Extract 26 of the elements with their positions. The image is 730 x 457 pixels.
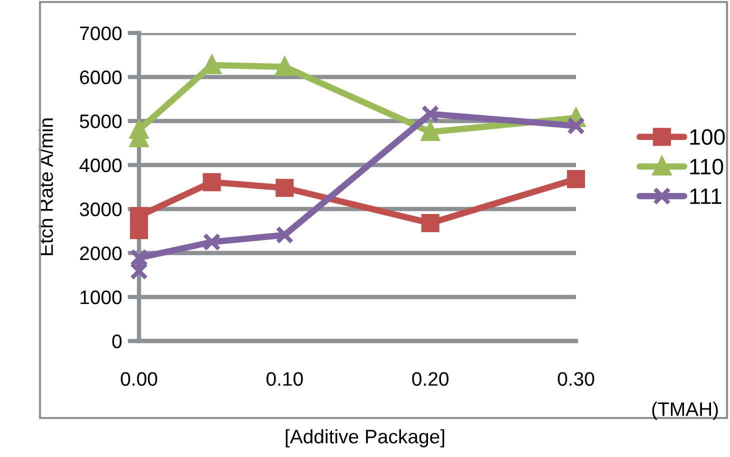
x-tick-label: 0.30 [558, 372, 594, 386]
legend-label: 110 [690, 158, 724, 174]
point [276, 178, 294, 197]
legend-label: 111 [690, 188, 722, 204]
y-tick-label: 0 [112, 334, 122, 348]
text: (TMAH) [652, 402, 718, 420]
legend-label: 100 [690, 129, 725, 145]
point [421, 214, 440, 232]
point [130, 262, 148, 280]
x-tick-label: 0.20 [412, 372, 448, 386]
y-tick-label: 4000 [80, 158, 122, 172]
y-tick-label: 6000 [80, 70, 122, 84]
x-axis-title: [Additive Package] [286, 429, 444, 448]
y-tick-label: 2000 [80, 246, 122, 260]
y-tick-label: 1000 [80, 290, 122, 304]
point [421, 104, 440, 123]
point [566, 116, 586, 135]
point [276, 226, 294, 244]
y-tick-label: 5000 [80, 114, 122, 128]
point [202, 232, 221, 252]
point [202, 173, 221, 192]
x-tick-label: 0.10 [266, 372, 303, 386]
point [566, 170, 586, 188]
y-tick-label: 7000 [80, 26, 122, 40]
x-tick-label: 0.00 [120, 372, 158, 386]
y-tick-label: 3000 [80, 202, 122, 216]
